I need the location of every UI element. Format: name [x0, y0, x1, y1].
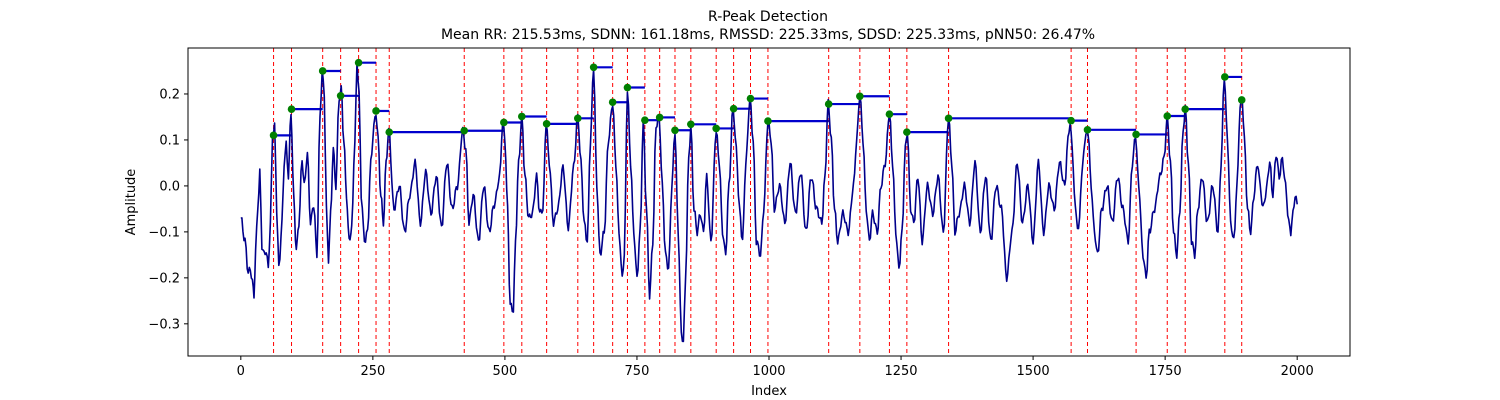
peak-markers-group — [269, 58, 1246, 140]
peak-marker — [589, 63, 598, 72]
signal-line — [240, 61, 1298, 343]
peak-marker — [764, 117, 772, 125]
peak-marker — [1221, 73, 1229, 81]
peak-marker — [1237, 96, 1246, 104]
peak-marker — [687, 120, 695, 129]
peak-marker — [903, 128, 911, 136]
peak-marker — [269, 131, 278, 140]
y-tick-label: −0.1 — [148, 225, 180, 240]
peak-marker — [1083, 126, 1092, 134]
peak-marker — [671, 126, 679, 135]
x-tick-label: 1250 — [884, 364, 917, 379]
peak-marker — [354, 58, 363, 67]
chart-subtitle: Mean RR: 215.53ms, SDNN: 161.18ms, RMSSD… — [441, 27, 1095, 43]
x-axis: 0 250 500 750 1000 1250 1500 1750 2000 — [237, 356, 1314, 379]
peak-marker — [336, 92, 345, 100]
peak-marker — [500, 118, 508, 127]
y-tick-label: 0.2 — [159, 87, 180, 102]
peak-marker — [746, 94, 755, 103]
x-tick-label: 250 — [360, 364, 385, 379]
y-tick-label: −0.2 — [148, 271, 180, 286]
peak-marker — [712, 124, 720, 133]
peak-marker — [641, 116, 649, 124]
peak-marker — [460, 126, 469, 135]
peak-marker — [608, 98, 617, 107]
peak-marker — [655, 113, 664, 122]
peak-marker — [542, 120, 551, 128]
y-tick-label: 0.1 — [159, 133, 180, 148]
peak-marker — [1181, 105, 1190, 113]
x-tick-label: 2000 — [1281, 364, 1314, 379]
y-tick-label: −0.3 — [148, 317, 180, 332]
peak-marker — [385, 128, 394, 136]
peak-marker — [518, 112, 526, 121]
peak-marker — [824, 100, 833, 108]
peak-marker — [623, 83, 632, 92]
peak-marker — [729, 104, 738, 113]
peak-marker — [573, 114, 582, 123]
x-tick-label: 1000 — [752, 364, 785, 379]
y-axis-label: Amplitude — [124, 169, 139, 236]
x-tick-label: 750 — [625, 364, 650, 379]
rr-segments-group — [273, 61, 1242, 137]
y-tick-label: 0.0 — [159, 179, 180, 194]
y-axis: −0.3 −0.2 −0.1 0.0 0.1 0.2 — [148, 87, 188, 332]
chart-title: R-Peak Detection — [708, 9, 828, 25]
peak-marker — [318, 67, 327, 75]
peak-marker — [287, 105, 296, 113]
peak-marker — [856, 92, 864, 101]
peak-marker — [1163, 112, 1172, 120]
x-tick-label: 1500 — [1017, 364, 1050, 379]
x-tick-label: 0 — [237, 364, 245, 379]
x-tick-label: 500 — [492, 364, 517, 379]
peak-marker — [372, 107, 380, 115]
peak-marker — [1067, 116, 1075, 125]
peak-marker — [885, 110, 894, 118]
peak-marker — [944, 114, 953, 123]
peak-marker — [1132, 130, 1140, 139]
signal-group — [240, 61, 1298, 343]
x-axis-label: Index — [751, 384, 787, 399]
x-tick-label: 1750 — [1149, 364, 1182, 379]
